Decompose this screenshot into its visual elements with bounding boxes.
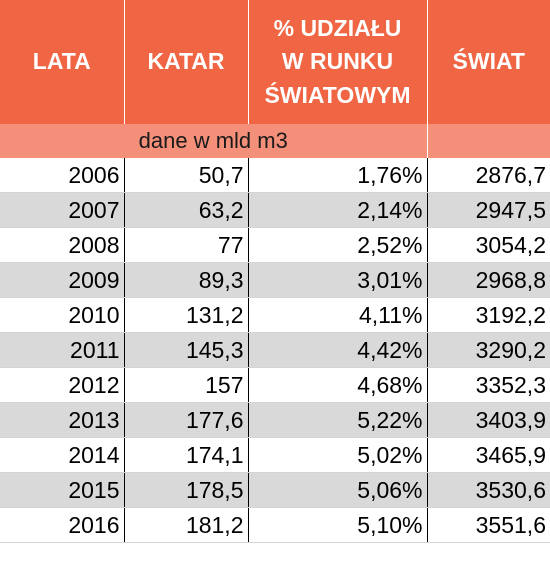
- cell-year[interactable]: 2012: [0, 367, 125, 403]
- cell-year[interactable]: 2016: [0, 507, 125, 543]
- cell-share[interactable]: 1,76%: [248, 158, 428, 193]
- cell-world[interactable]: 3530,6: [427, 472, 550, 508]
- table-row: 2008 77 2,52% 3054,2: [0, 227, 550, 263]
- header-udzial-line3: ŚWIATOWYM: [264, 81, 411, 108]
- cell-share[interactable]: 2,52%: [248, 227, 428, 263]
- gas-production-table: LATA KATAR % UDZIAŁU W RUNKU ŚWIATOWYM Ś…: [0, 0, 550, 543]
- table-row: 2009 89,3 3,01% 2968,8: [0, 262, 550, 298]
- cell-year[interactable]: 2014: [0, 437, 125, 473]
- cell-world[interactable]: 3551,6: [427, 507, 550, 543]
- cell-share[interactable]: 5,22%: [248, 402, 428, 438]
- table-row: 2016 181,2 5,10% 3551,6: [0, 507, 550, 543]
- cell-share[interactable]: 3,01%: [248, 262, 428, 298]
- table-body: 2006 50,7 1,76% 2876,7 2007 63,2 2,14% 2947,5 20…: [0, 158, 550, 543]
- table-row: 2012 157 4,68% 3352,3: [0, 367, 550, 403]
- cell-share[interactable]: 4,42%: [248, 332, 428, 368]
- cell-katar[interactable]: 131,2: [124, 297, 249, 333]
- table-row: 2013 177,6 5,22% 3403,9: [0, 402, 550, 438]
- cell-share[interactable]: 2,14%: [248, 192, 428, 228]
- cell-katar[interactable]: 50,7: [124, 158, 249, 193]
- cell-katar[interactable]: 77: [124, 227, 249, 263]
- table-row: 2010 131,2 4,11% 3192,2: [0, 297, 550, 333]
- cell-year[interactable]: 2009: [0, 262, 125, 298]
- unit-row-empty-cell: [427, 124, 550, 158]
- cell-katar[interactable]: 145,3: [124, 332, 249, 368]
- table-row: 2014 174,1 5,02% 3465,9: [0, 437, 550, 473]
- cell-year[interactable]: 2006: [0, 158, 125, 193]
- cell-katar[interactable]: 63,2: [124, 192, 249, 228]
- header-udzial-line1: % UDZIAŁU: [273, 14, 402, 41]
- cell-world[interactable]: 3403,9: [427, 402, 550, 438]
- cell-share[interactable]: 5,06%: [248, 472, 428, 508]
- cell-world[interactable]: 2876,7: [427, 158, 550, 193]
- cell-year[interactable]: 2008: [0, 227, 125, 263]
- table-row: 2015 178,5 5,06% 3530,6: [0, 472, 550, 508]
- table-row: 2011 145,3 4,42% 3290,2: [0, 332, 550, 368]
- table-row: 2006 50,7 1,76% 2876,7: [0, 158, 550, 193]
- cell-share[interactable]: 5,10%: [248, 507, 428, 543]
- header-katar: KATAR: [124, 0, 249, 124]
- cell-katar[interactable]: 177,6: [124, 402, 249, 438]
- cell-katar[interactable]: 178,5: [124, 472, 249, 508]
- cell-year[interactable]: 2010: [0, 297, 125, 333]
- cell-world[interactable]: 3352,3: [427, 367, 550, 403]
- cell-world[interactable]: 3192,2: [427, 297, 550, 333]
- header-udzial: % UDZIAŁU W RUNKU ŚWIATOWYM: [248, 0, 428, 124]
- cell-world[interactable]: 2968,8: [427, 262, 550, 298]
- header-row: LATA KATAR % UDZIAŁU W RUNKU ŚWIATOWYM Ś…: [0, 0, 550, 124]
- table-row: 2007 63,2 2,14% 2947,5: [0, 192, 550, 228]
- cell-katar[interactable]: 157: [124, 367, 249, 403]
- unit-note: dane w mld m3: [0, 124, 428, 158]
- cell-world[interactable]: 3054,2: [427, 227, 550, 263]
- header-udzial-line2: W RUNKU: [281, 48, 394, 75]
- header-swiat: ŚWIAT: [427, 0, 550, 124]
- cell-world[interactable]: 3290,2: [427, 332, 550, 368]
- cell-katar[interactable]: 181,2: [124, 507, 249, 543]
- cell-world[interactable]: 3465,9: [427, 437, 550, 473]
- cell-year[interactable]: 2011: [0, 332, 125, 368]
- cell-katar[interactable]: 174,1: [124, 437, 249, 473]
- cell-share[interactable]: 4,11%: [248, 297, 428, 333]
- cell-year[interactable]: 2007: [0, 192, 125, 228]
- cell-year[interactable]: 2015: [0, 472, 125, 508]
- header-lata: LATA: [0, 0, 125, 124]
- cell-year[interactable]: 2013: [0, 402, 125, 438]
- unit-row: dane w mld m3: [0, 124, 550, 158]
- cell-share[interactable]: 5,02%: [248, 437, 428, 473]
- cell-share[interactable]: 4,68%: [248, 367, 428, 403]
- cell-katar[interactable]: 89,3: [124, 262, 249, 298]
- cell-world[interactable]: 2947,5: [427, 192, 550, 228]
